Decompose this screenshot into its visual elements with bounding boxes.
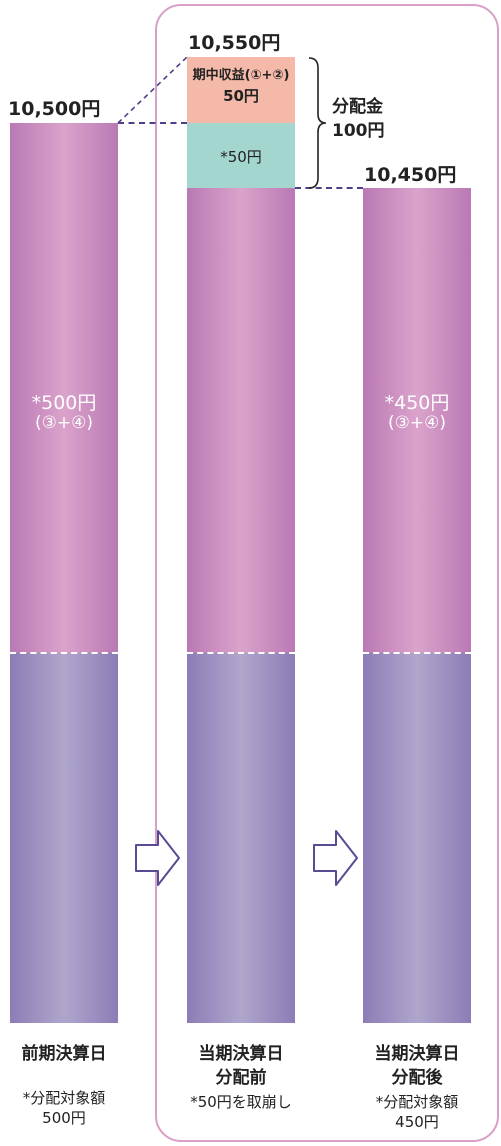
- bar1-note-line2: 500円: [42, 1109, 86, 1127]
- bar2-teal-segment: [187, 123, 295, 188]
- bar1-inner-sub: (③+④): [35, 413, 93, 433]
- bar3-note-line1: *分配対象額: [375, 1093, 459, 1111]
- bar2-note: *50円を取崩し: [190, 1093, 292, 1111]
- arrow-right-icon: [135, 830, 180, 886]
- bar3-top-value: 10,450円: [364, 164, 457, 186]
- bar3-label-line1: 当期決算日: [374, 1044, 460, 1064]
- bar3-date-label: 当期決算日 分配後: [352, 1042, 482, 1090]
- bar1-note: *分配対象額 500円: [4, 1088, 124, 1128]
- bar3-note: *分配対象額 450円: [352, 1092, 482, 1132]
- distribution-label: 分配金 100円: [332, 95, 385, 143]
- bar2-income-segment: [187, 57, 295, 123]
- bar1-date-label: 前期決算日: [21, 1044, 107, 1064]
- bar1-top-value: 10,500円: [8, 98, 101, 120]
- bar2-label-line2: 分配前: [215, 1068, 267, 1088]
- bar1-segment-divider: [10, 652, 118, 654]
- bar3-purple-segment: [363, 653, 471, 1023]
- bar2-date-label: 当期決算日 分配前: [176, 1042, 306, 1090]
- bar1-note-line1: *分配対象額: [22, 1089, 106, 1107]
- bar3-inner-sub: (③+④): [388, 413, 446, 433]
- connector-bar1-to-bar2: [118, 122, 187, 124]
- bar3-inner-value: *450円: [384, 392, 450, 414]
- diagonal-connector: [117, 56, 188, 124]
- bar1-purple-segment: [10, 653, 118, 1023]
- brace-icon: [308, 57, 327, 189]
- bar2-label-line1: 当期決算日: [198, 1044, 284, 1064]
- bar1-inner-label: *500円 (③+④): [10, 393, 118, 433]
- distribution-line2: 100円: [332, 121, 385, 141]
- bar3-label-line2: 分配後: [391, 1068, 443, 1088]
- distribution-line1: 分配金: [332, 97, 383, 117]
- bar2-segment-divider: [187, 652, 295, 654]
- bar2-teal-label: *50円: [220, 148, 262, 166]
- bar3-note-line2: 450円: [395, 1113, 439, 1131]
- bar2-income-label: 期中収益(①+②) 50円: [187, 66, 295, 106]
- bar2-income-line2: 50円: [223, 87, 259, 105]
- bar3-segment-divider: [363, 652, 471, 654]
- bar2-top-value: 10,550円: [188, 32, 281, 54]
- arrow-right-icon: [313, 830, 358, 886]
- bar3-pink-segment: [363, 188, 471, 653]
- bar1-pink-segment: [10, 123, 118, 653]
- bar3-inner-label: *450円 (③+④): [363, 393, 471, 433]
- current-period-frame: [155, 4, 499, 1142]
- bar1-inner-value: *500円: [31, 392, 97, 414]
- connector-bar2-to-bar3: [295, 187, 363, 189]
- bar2-income-line1: 期中収益(①+②): [192, 68, 290, 83]
- bar2-pink-segment: [187, 188, 295, 653]
- bar2-purple-segment: [187, 653, 295, 1023]
